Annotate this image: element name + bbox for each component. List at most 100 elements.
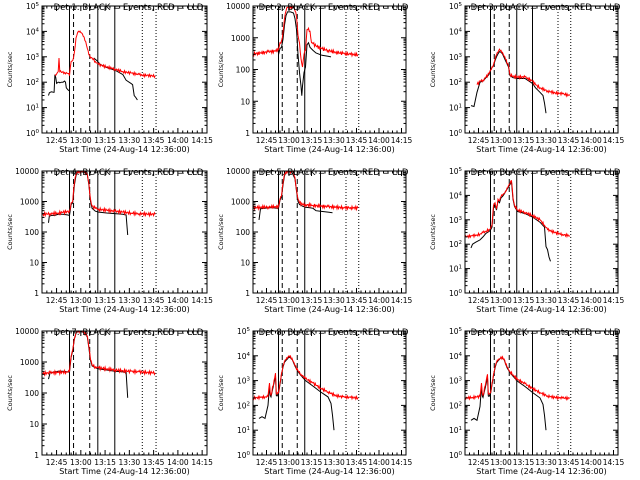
- y-tick-exponent: 3: [459, 377, 463, 383]
- x-tick-label: 13:45: [143, 136, 165, 145]
- x-tick-label: 13:30: [323, 136, 345, 145]
- x-tick-label: 12:45: [256, 296, 278, 305]
- y-tick-label: 100: [236, 66, 251, 75]
- y-tick-exponent: 5: [459, 327, 463, 333]
- x-tick-label: 13:45: [346, 458, 368, 467]
- series-group: [253, 6, 359, 96]
- x-axis-label: Start Time (24-Aug-14 12:36:00): [264, 467, 395, 476]
- x-tick-label: 12:45: [256, 458, 278, 467]
- y-tick-exponent: 4: [247, 352, 251, 358]
- x-tick-label: 13:15: [94, 136, 116, 145]
- y-tick-exponent: 4: [459, 27, 463, 33]
- x-tick-label: 13:00: [490, 458, 512, 467]
- x-tick-label: 12:45: [256, 136, 278, 145]
- series-events-line: [470, 180, 551, 262]
- y-tick-label: 103: [237, 377, 251, 386]
- y-tick-label: 104: [237, 352, 251, 361]
- panel-title: Det 9: BLACK = Events, RED = LLD: [471, 328, 621, 338]
- y-tick-label: 101: [449, 104, 462, 113]
- x-tick-label: 13:45: [558, 296, 580, 305]
- y-tick-label: 10000: [15, 327, 39, 336]
- x-tick-label: 14:00: [167, 296, 189, 305]
- y-tick-exponent: 1: [459, 265, 463, 271]
- y-axis-label: Counts/sec: [429, 214, 437, 250]
- x-tick-label: 12:45: [468, 458, 490, 467]
- x-tick-label: 14:15: [603, 458, 625, 467]
- panel-title: Det 3: BLACK = Events, RED = LLD: [471, 3, 621, 13]
- x-tick-label: 13:15: [301, 458, 323, 467]
- y-tick-label: 105: [26, 2, 40, 11]
- series-lld-line: [253, 354, 359, 401]
- x-tick-label: 13:00: [70, 296, 92, 305]
- x-tick-label: 13:15: [513, 296, 535, 305]
- y-tick-label: 100: [25, 228, 40, 237]
- x-tick-label: 14:00: [368, 136, 390, 145]
- x-axis-label: Start Time (24-Aug-14 12:36:00): [476, 145, 607, 154]
- x-tick-label: 14:00: [167, 136, 189, 145]
- panel-title: Det 1: BLACK = Events, RED = LLD: [54, 3, 204, 13]
- y-axis-label: Counts/sec: [217, 214, 225, 250]
- y-tick-exponent: 1: [247, 426, 251, 432]
- y-tick-label: 1000: [20, 358, 39, 367]
- series-group: [253, 354, 359, 431]
- plot-frame: [252, 5, 407, 134]
- panel-title: Det 6: BLACK = Events, RED = LLD: [471, 168, 621, 178]
- y-tick-exponent: 0: [36, 129, 40, 135]
- x-axis-label: Start Time (24-Aug-14 12:36:00): [59, 145, 190, 154]
- x-tick-label: 13:15: [513, 136, 535, 145]
- panel-title: Det 2: BLACK = Events, RED = LLD: [259, 3, 409, 13]
- y-axis-label: Counts/sec: [429, 51, 437, 87]
- series-group: [42, 331, 156, 398]
- x-tick-label: 13:45: [143, 296, 165, 305]
- y-tick-label: 105: [237, 327, 251, 336]
- y-tick-label: 103: [449, 216, 463, 225]
- series-events-line: [258, 171, 333, 220]
- y-tick-label: 10000: [226, 167, 250, 176]
- panel-title: Det 7: BLACK = Events, RED = LLD: [54, 328, 204, 338]
- y-tick-exponent: 0: [459, 129, 463, 135]
- y-tick-label: 1: [34, 289, 39, 298]
- x-tick-label: 12:45: [46, 136, 68, 145]
- y-tick-label: 105: [449, 167, 463, 176]
- y-tick-label: 1000: [231, 198, 250, 207]
- x-tick-label: 14:15: [391, 136, 413, 145]
- series-events-line: [278, 11, 332, 96]
- y-tick-label: 1: [245, 289, 250, 298]
- y-tick-label: 101: [449, 426, 462, 435]
- y-tick-exponent: 4: [459, 352, 463, 358]
- y-tick-exponent: 4: [36, 27, 40, 33]
- plot-frame: [41, 170, 208, 294]
- y-tick-exponent: 2: [247, 401, 251, 407]
- y-tick-label: 105: [449, 327, 463, 336]
- x-axis-label: Start Time (24-Aug-14 12:36:00): [476, 305, 607, 314]
- x-tick-label: 13:30: [535, 296, 557, 305]
- x-tick-label: 14:15: [391, 296, 413, 305]
- y-tick-label: 1: [245, 129, 250, 138]
- y-tick-label: 10000: [15, 167, 39, 176]
- y-tick-exponent: 0: [459, 289, 463, 295]
- panel-title: Det 5: BLACK = Events, RED = LLD: [259, 168, 409, 178]
- y-tick-label: 102: [237, 401, 250, 410]
- x-tick-label: 14:00: [580, 136, 602, 145]
- y-tick-label: 102: [449, 78, 462, 87]
- y-tick-label: 100: [449, 451, 463, 460]
- x-tick-label: 13:45: [558, 458, 580, 467]
- y-tick-label: 103: [449, 53, 463, 62]
- x-tick-label: 14:00: [368, 458, 390, 467]
- y-tick-label: 104: [449, 352, 463, 361]
- y-tick-label: 100: [25, 389, 40, 398]
- x-axis-label: Start Time (24-Aug-14 12:36:00): [264, 305, 395, 314]
- y-tick-exponent: 5: [459, 2, 463, 8]
- series-group: [253, 171, 359, 220]
- y-axis-label: Counts/sec: [429, 375, 437, 411]
- x-tick-label: 12:45: [468, 136, 490, 145]
- y-tick-label: 101: [449, 265, 462, 274]
- x-tick-label: 13:30: [535, 136, 557, 145]
- y-tick-label: 1: [34, 451, 39, 460]
- y-tick-label: 10: [29, 259, 39, 268]
- y-tick-exponent: 3: [459, 216, 463, 222]
